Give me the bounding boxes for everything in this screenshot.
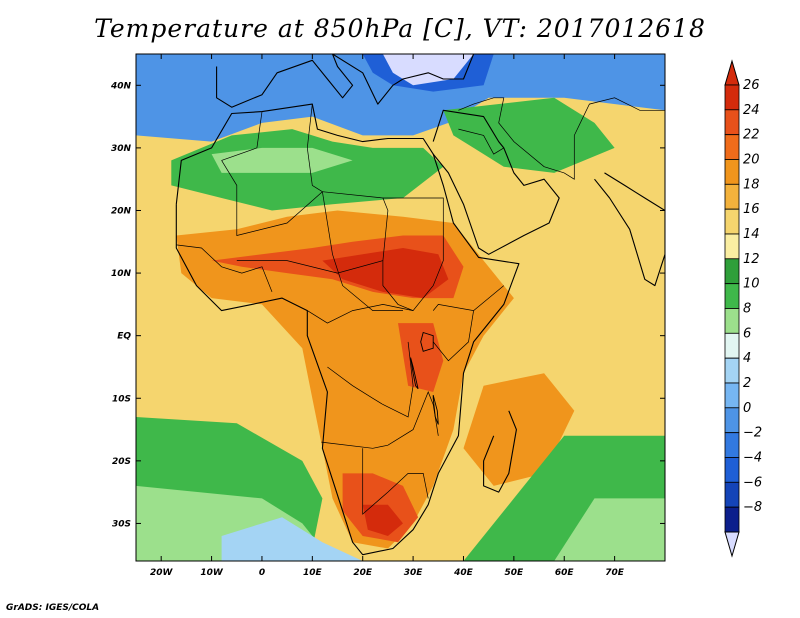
border-8: [176, 244, 273, 293]
colorbar-swatch: [724, 407, 740, 434]
colorbar-swatch: [724, 159, 740, 185]
lon-tick-label: 0: [259, 568, 265, 578]
lat-tick-label: EQ: [117, 332, 131, 342]
colorbar-label: 4: [743, 351, 751, 366]
colorbar-label: 24: [743, 103, 760, 118]
colorbar-swatch: [724, 208, 740, 235]
lon-tick-label: 10W: [200, 568, 224, 578]
lat-tick-label: 40N: [110, 81, 132, 91]
lake-victoria: [420, 331, 434, 352]
lat-tick-label: 20S: [112, 457, 131, 467]
temperature-field: [136, 54, 665, 561]
lat-tick-label: 30N: [111, 144, 132, 154]
chart-title: Temperature at 850hPa [C], VT: 201701261…: [94, 14, 706, 43]
region-southwest-cool: [221, 517, 363, 561]
border-2: [382, 197, 444, 312]
lon-tick-label: 70E: [605, 568, 625, 578]
colorbar-swatch: [724, 109, 740, 136]
border-10: [432, 310, 474, 362]
lon-tick-label: 40E: [453, 568, 474, 578]
lon-tick-label: 30E: [404, 568, 424, 578]
lake-tanganyika: [410, 357, 419, 390]
lon-tick-label: 10E: [303, 568, 323, 578]
border-7: [362, 448, 429, 515]
border-13: [458, 97, 665, 180]
arabia-coast: [432, 109, 560, 255]
colorbar-label: 20: [743, 153, 760, 168]
europe-coast: [216, 54, 475, 108]
lat-tick-label: 10N: [111, 269, 132, 279]
colorbar-swatch: [724, 332, 740, 359]
region-north-cold-band: [136, 54, 665, 142]
colorbar-swatch: [724, 258, 740, 285]
colorbar-swatch: [724, 308, 740, 334]
border-6: [321, 391, 439, 449]
region-hot-core-red: [322, 248, 449, 299]
border-9: [432, 285, 505, 311]
map-axes: 20W 10W 0 10E 20E 30E 40E 50E 60E 70E 40N 30N 20N 10N…: [110, 54, 665, 578]
region-southeast-lightgreen: [554, 498, 665, 561]
colorbar-swatch: [724, 382, 740, 409]
colorbar-label: −4: [743, 451, 762, 466]
colorbar-swatch: [724, 481, 740, 508]
colorbar-label: 22: [743, 128, 760, 143]
colorbar-label: −6: [743, 475, 762, 490]
madagascar-coast: [483, 410, 517, 493]
border-14: [458, 128, 504, 155]
colorbar-swatch: [724, 506, 740, 533]
colorbar-label: 12: [743, 252, 760, 267]
colorbar-label: 16: [743, 202, 760, 217]
colorbar-swatch: [724, 183, 740, 210]
lake-malawi: [432, 394, 439, 425]
colorbar-swatch: [724, 457, 740, 483]
lat-tick-label: 10S: [112, 394, 131, 404]
colorbar-label: 8: [743, 302, 751, 317]
region-southern-red: [362, 504, 403, 536]
lon-tick-label: 20W: [150, 568, 174, 578]
border-3: [322, 191, 403, 311]
colorbar-label: 10: [743, 277, 760, 292]
colorbar-label: 2: [743, 376, 751, 391]
region-sahara-lightgreen: [211, 147, 353, 173]
grads-credit: GrADS: IGES/COLA: [6, 603, 100, 613]
region-east-africa-hot: [398, 323, 444, 392]
colorbar-label: 26: [743, 78, 760, 93]
boundaries-layer: [175, 54, 665, 556]
lat-tick-label: 30S: [112, 519, 131, 529]
colorbar-swatch: [724, 357, 740, 384]
colorbar-swatch: [724, 233, 740, 260]
colorbar-label: −8: [743, 500, 762, 515]
colorbar-swatch: [724, 134, 740, 160]
colorbar-swatch: [724, 432, 740, 458]
colorbar-swatch: [724, 84, 740, 111]
lon-tick-label: 20E: [353, 568, 373, 578]
colorbar-swatch: [724, 283, 740, 309]
colorbar-label: 14: [743, 227, 760, 242]
border-11: [306, 104, 323, 192]
colorbar-label: 0: [743, 401, 751, 416]
region-europe-cold: [382, 54, 474, 86]
lon-tick-label: 60E: [555, 568, 575, 578]
border-5: [327, 341, 414, 418]
colorbar-top-arrow: [724, 59, 740, 86]
lat-tick-label: 20N: [111, 206, 132, 216]
colorbar-label: 18: [743, 177, 760, 192]
border-12: [221, 111, 263, 161]
map-frame: [135, 53, 666, 562]
colorbar-bottom-arrow: [724, 531, 740, 558]
lon-tick-label: 50E: [505, 568, 525, 578]
colorbar-label: −2: [743, 426, 762, 441]
region-arabia-cool: [443, 97, 615, 173]
colorbar-label: 6: [743, 326, 751, 341]
india-coast: [594, 172, 665, 287]
border-4: [307, 304, 414, 324]
